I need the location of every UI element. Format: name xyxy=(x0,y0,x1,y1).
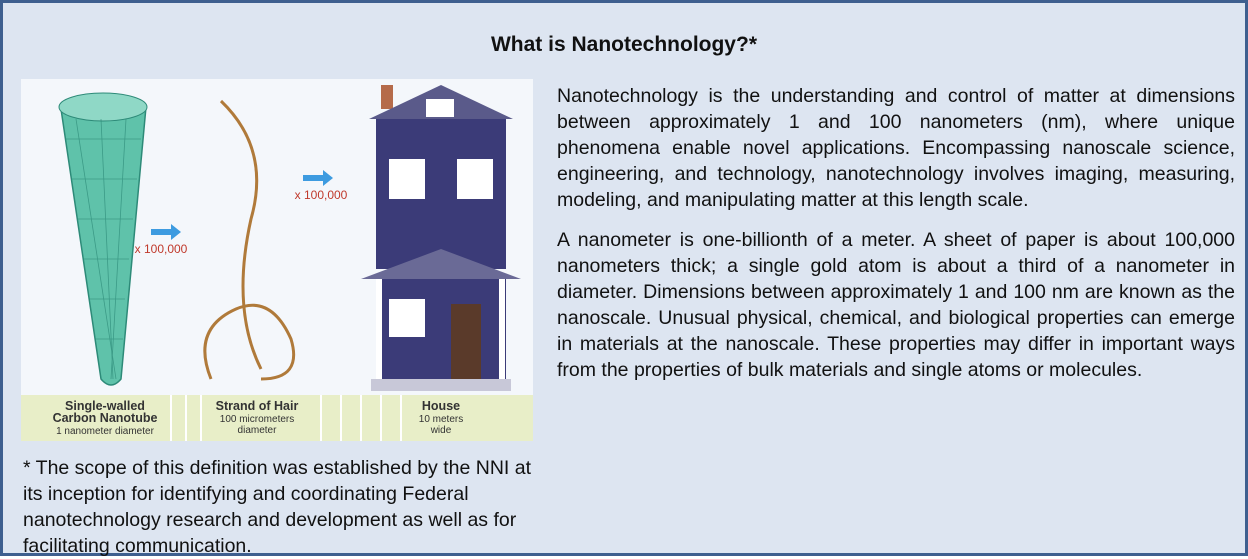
caption-title: House xyxy=(422,399,460,413)
caption-title: Carbon Nanotube xyxy=(53,411,158,425)
body-text: Nanotechnology is the understanding and … xyxy=(557,83,1235,397)
arrow-label: x 100,000 xyxy=(295,188,348,202)
caption-detail: 1 nanometer diameter xyxy=(56,426,155,437)
title: What is Nanotechnology?* xyxy=(3,33,1245,57)
panel: What is Nanotechnology?* xyxy=(0,0,1248,556)
arrow-label: x 100,000 xyxy=(135,242,188,256)
footnote: * The scope of this definition was estab… xyxy=(23,455,535,559)
caption-detail: wide xyxy=(430,425,452,436)
paragraph: Nanotechnology is the understanding and … xyxy=(557,83,1235,213)
caption-detail: diameter xyxy=(238,425,278,436)
caption-detail: 100 micrometers xyxy=(220,414,294,425)
caption-title: Strand of Hair xyxy=(216,399,299,413)
paragraph: A nanometer is one-billionth of a meter.… xyxy=(557,227,1235,383)
caption-detail: 10 meters xyxy=(419,414,463,425)
